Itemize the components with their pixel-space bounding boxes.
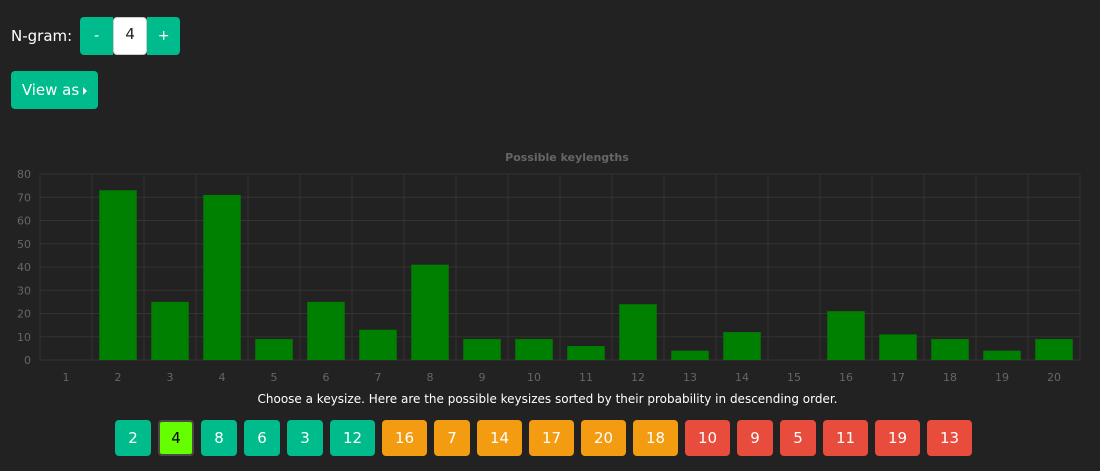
ngram-label: N-gram: [11, 27, 73, 45]
bar [307, 301, 345, 360]
keysize-button-12[interactable]: 12 [330, 420, 375, 456]
y-tick-label: 10 [17, 331, 31, 344]
y-tick-label: 40 [17, 261, 31, 274]
x-tick-label: 11 [579, 371, 593, 384]
keysize-button-6[interactable]: 6 [244, 420, 280, 456]
keysize-button-9[interactable]: 9 [737, 420, 773, 456]
keysize-button-19[interactable]: 19 [875, 420, 920, 456]
keysize-caption: Choose a keysize. Here are the possible … [257, 392, 838, 406]
bar [879, 334, 917, 360]
keysize-button-2[interactable]: 2 [115, 420, 151, 456]
bar [827, 311, 865, 360]
bar [515, 339, 553, 360]
keysize-button-11[interactable]: 11 [823, 420, 868, 456]
keysize-button-16[interactable]: 16 [382, 420, 427, 456]
bar [203, 194, 241, 360]
bar [255, 339, 293, 360]
x-tick-label: 10 [527, 371, 541, 384]
keysize-button-17[interactable]: 17 [529, 420, 574, 456]
bar [151, 301, 189, 360]
x-tick-label: 12 [631, 371, 645, 384]
bar [359, 329, 397, 360]
keysize-button-14[interactable]: 14 [477, 420, 522, 456]
keysize-button-10[interactable]: 10 [685, 420, 730, 456]
x-tick-label: 13 [683, 371, 697, 384]
keysize-button-8[interactable]: 8 [201, 420, 237, 456]
x-tick-label: 6 [323, 371, 330, 384]
caret-right-icon [83, 86, 88, 95]
bar [1035, 339, 1073, 360]
view-as-label: View as [21, 81, 80, 99]
x-tick-label: 20 [1047, 371, 1061, 384]
keysize-button-20[interactable]: 20 [581, 420, 626, 456]
bar [983, 350, 1021, 360]
x-tick-label: 16 [839, 371, 853, 384]
keysize-button-4[interactable]: 4 [158, 420, 194, 456]
x-tick-label: 19 [995, 371, 1009, 384]
y-tick-label: 20 [17, 308, 31, 321]
ngram-input[interactable]: 4 [113, 17, 148, 55]
view-as-button[interactable]: View as [11, 71, 98, 109]
x-tick-label: 14 [735, 371, 749, 384]
x-tick-label: 1 [63, 371, 70, 384]
x-tick-label: 5 [271, 371, 278, 384]
y-tick-label: 0 [24, 354, 31, 367]
bar [723, 332, 761, 360]
x-tick-label: 7 [375, 371, 382, 384]
y-tick-label: 70 [17, 191, 31, 204]
ngram-control: N-gram: - 4 + [11, 17, 181, 55]
y-tick-label: 30 [17, 284, 31, 297]
keysize-button-13[interactable]: 13 [927, 420, 972, 456]
y-tick-label: 60 [17, 215, 31, 228]
bar [671, 350, 709, 360]
bar [411, 264, 449, 360]
x-tick-label: 3 [167, 371, 174, 384]
ngram-increment-button[interactable]: + [147, 17, 181, 55]
bar [619, 304, 657, 360]
keysize-button-18[interactable]: 18 [633, 420, 678, 456]
x-tick-label: 8 [427, 371, 434, 384]
keysize-buttons: 2 4 8 6 3 12 16 7 14 17 20 18 10 9 5 11 19 13 [115, 420, 979, 456]
keysize-button-5[interactable]: 5 [780, 420, 816, 456]
bar [99, 190, 137, 360]
ngram-decrement-button[interactable]: - [80, 17, 114, 55]
x-tick-label: 18 [943, 371, 957, 384]
bar [463, 339, 501, 360]
x-tick-label: 4 [219, 371, 226, 384]
bar [931, 339, 969, 360]
keysize-button-7[interactable]: 7 [434, 420, 470, 456]
y-tick-label: 50 [17, 238, 31, 251]
x-tick-label: 15 [787, 371, 801, 384]
x-tick-label: 9 [479, 371, 486, 384]
x-tick-label: 2 [115, 371, 122, 384]
x-tick-label: 17 [891, 371, 905, 384]
keysize-button-3[interactable]: 3 [287, 420, 323, 456]
chart-title: Possible keylengths [505, 151, 629, 164]
y-tick-label: 80 [17, 168, 31, 181]
bar [567, 346, 605, 360]
